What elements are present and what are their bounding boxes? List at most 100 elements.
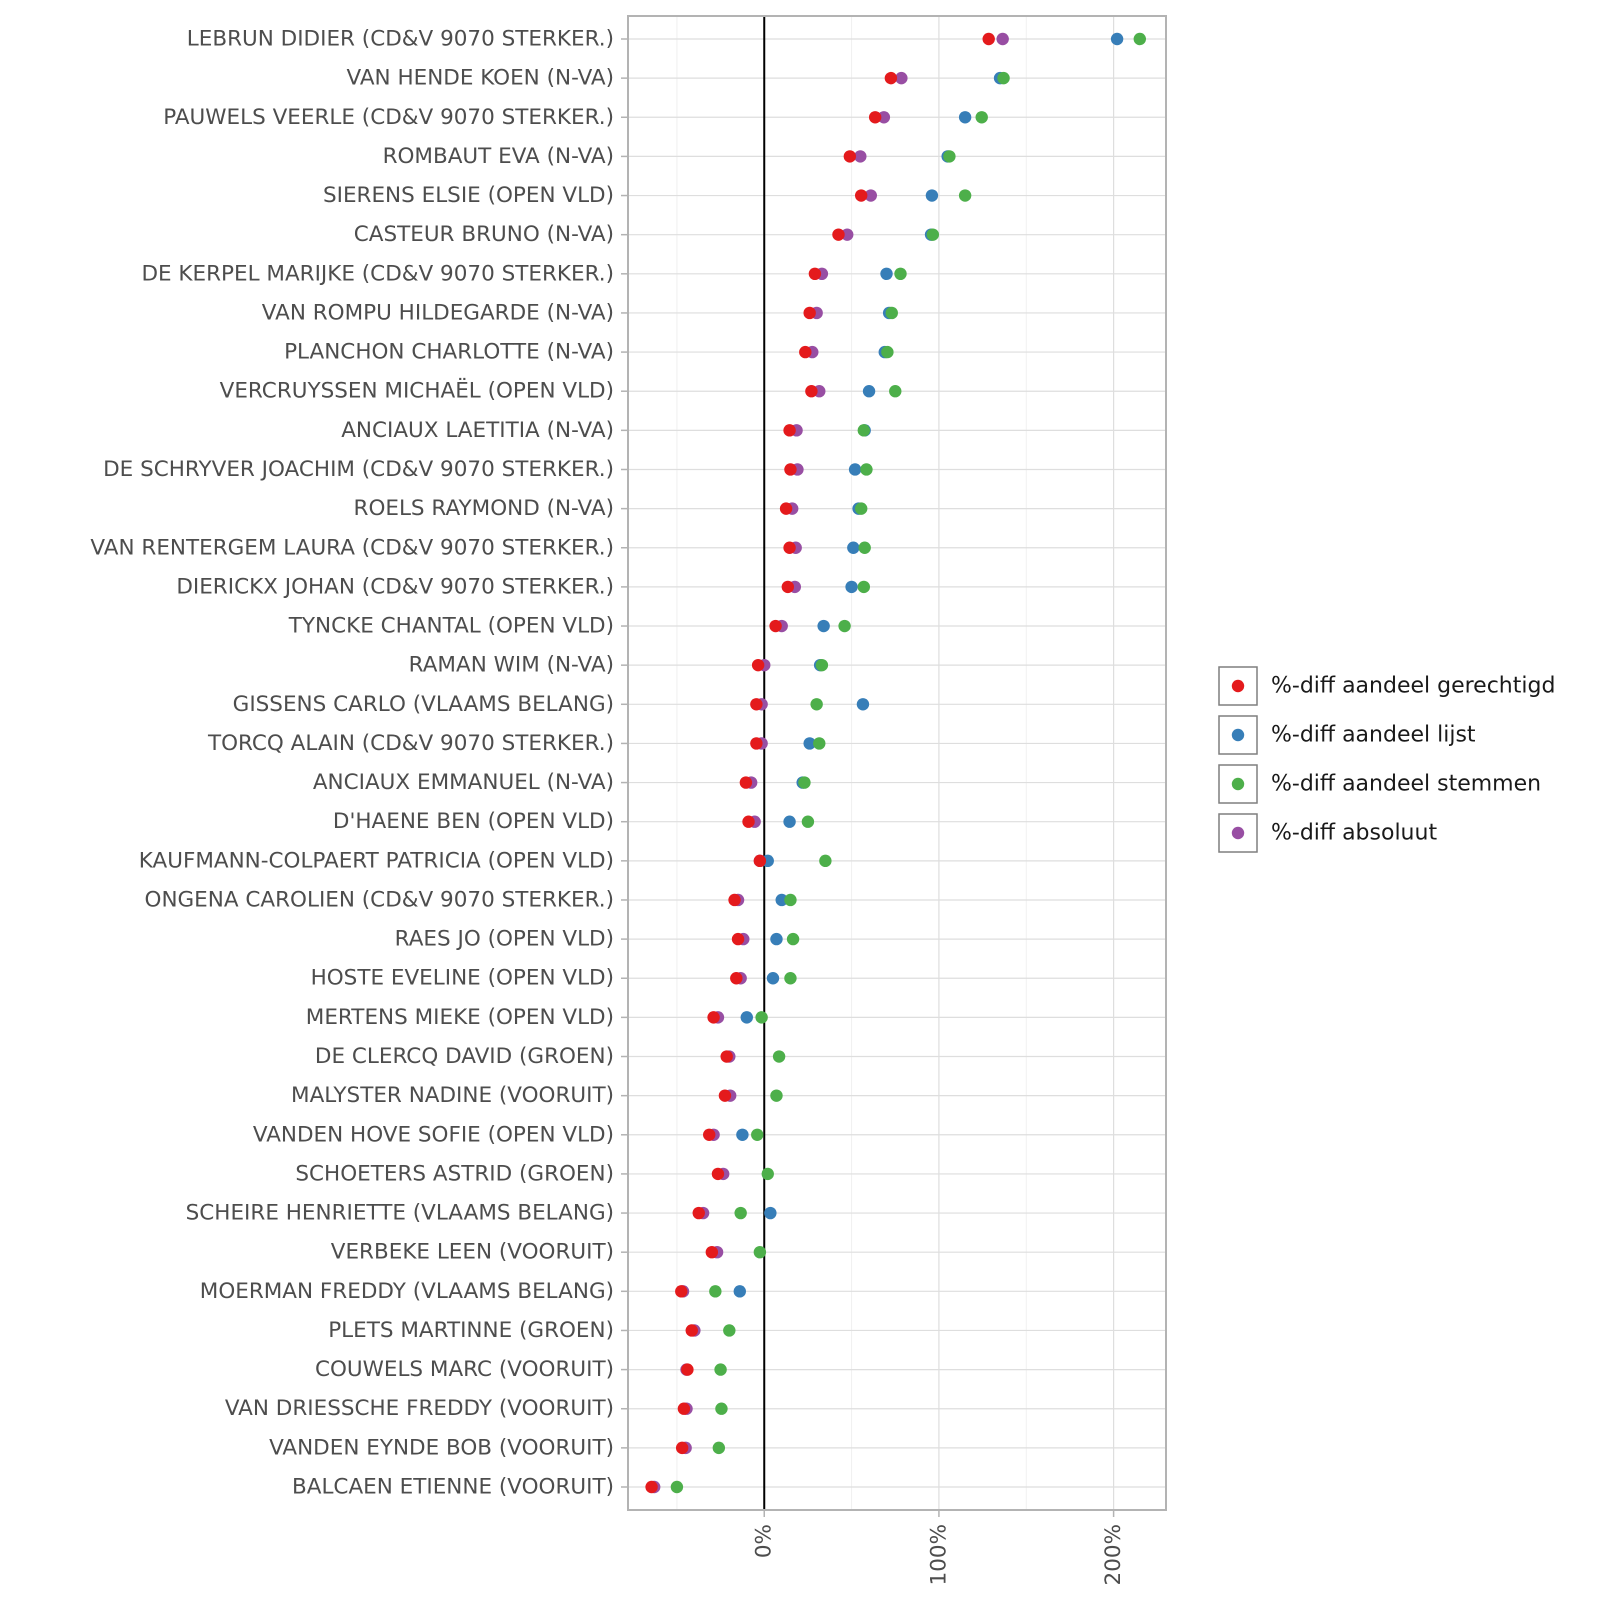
category-label: ROMBAUT EVA (N-VA) — [383, 144, 614, 169]
point-diff-aandeel-gerechtigd — [868, 111, 882, 124]
category-label: PAUWELS VEERLE (CD&V 9070 STERKER.) — [163, 105, 614, 130]
point-diff-aandeel-lijst — [862, 385, 876, 398]
point-diff-aandeel-gerechtigd — [707, 1011, 720, 1024]
legend-label: %-diff aandeel lijst — [1271, 723, 1476, 748]
point-diff-aandeel-stemmen — [885, 306, 898, 320]
category-label: BALCAEN ETIENNE (VOORUIT) — [292, 1475, 614, 1500]
x-ticks — [763, 1510, 1115, 1517]
legend-label: %-diff aandeel stemmen — [1271, 772, 1541, 797]
category-label: CASTEUR BRUNO (N-VA) — [354, 222, 614, 247]
category-label: ROELS RAYMOND (N-VA) — [354, 496, 615, 521]
point-diff-aandeel-gerechtigd — [799, 345, 812, 359]
point-diff-aandeel-gerechtigd — [784, 463, 797, 476]
category-label: ANCIAUX LAETITIA (N-VA) — [341, 418, 614, 443]
legend: %-diff aandeel gerechtigd %-diff aandeel … — [1218, 666, 1555, 853]
point-diff-aandeel-stemmen — [798, 776, 811, 789]
point-diff-aandeel-stemmen — [772, 1050, 786, 1063]
legend-key-point — [1231, 826, 1245, 840]
point-diff-aandeel-gerechtigd — [731, 932, 745, 946]
point-diff-aandeel-gerechtigd — [728, 893, 741, 907]
category-label: DE KERPEL MARIJKE (CD&V 9070 STERKER.) — [141, 261, 614, 286]
point-diff-aandeel-stemmen — [784, 972, 797, 985]
category-label: VAN HENDE KOEN (N-VA) — [346, 66, 614, 91]
point-diff-aandeel-gerechtigd — [753, 854, 767, 868]
x-tick-label: 0% — [752, 1524, 777, 1558]
category-label: VANDEN HOVE SOFIE (OPEN VLD) — [253, 1122, 614, 1147]
point-diff-aandeel-lijst — [845, 580, 858, 594]
legend-key-point — [1231, 679, 1245, 693]
category-label: RAES JO (OPEN VLD) — [395, 927, 614, 952]
point-diff-aandeel-stemmen — [894, 267, 907, 281]
point-diff-aandeel-stemmen — [958, 189, 972, 202]
category-label: D'HAENE BEN (OPEN VLD) — [333, 809, 614, 834]
point-diff-aandeel-lijst — [925, 189, 939, 202]
point-diff-aandeel-lijst — [770, 932, 783, 946]
x-tick-labels: 0% 100% 200% — [752, 1524, 1126, 1585]
category-label: KAUFMANN-COLPAERT PATRICIA (OPEN VLD) — [139, 848, 614, 873]
point-diff-aandeel-gerechtigd — [705, 1245, 719, 1259]
point-diff-aandeel-lijst — [775, 893, 788, 907]
category-label: LEBRUN DIDIER (CD&V 9070 STERKER.) — [187, 27, 614, 52]
category-label: PLANCHON CHARLOTTE (N-VA) — [284, 340, 614, 365]
category-label: TORCQ ALAIN (CD&V 9070 STERKER.) — [207, 731, 614, 756]
point-diff-aandeel-gerechtigd — [783, 424, 796, 437]
point-diff-aandeel-stemmen — [714, 1363, 727, 1376]
point-diff-aandeel-gerechtigd — [720, 1050, 733, 1063]
point-diff-absoluut — [877, 111, 891, 124]
point-diff-aandeel-gerechtigd — [884, 71, 898, 85]
point-diff-aandeel-stemmen — [753, 1245, 767, 1259]
grid-minor — [676, 16, 1027, 1510]
point-diff-aandeel-stemmen — [813, 737, 826, 750]
point-diff-aandeel-lijst — [733, 1285, 746, 1298]
legend-key-point — [1231, 728, 1245, 742]
point-diff-aandeel-lijst — [803, 737, 816, 750]
category-label: VERCRUYSSEN MICHAËL (OPEN VLD) — [220, 378, 614, 404]
point-diff-aandeel-stemmen — [838, 619, 851, 633]
point-diff-aandeel-lijst — [856, 698, 870, 711]
point-diff-aandeel-stemmen — [770, 1089, 783, 1102]
point-diff-absoluut — [996, 32, 1009, 46]
category-label: DE CLERCQ DAVID (GROEN) — [315, 1044, 614, 1069]
category-label: GISSENS CARLO (VLAAMS BELANG) — [233, 692, 614, 717]
legend-label: %-diff aandeel gerechtigd — [1271, 674, 1555, 699]
y-ticks — [621, 38, 628, 1488]
category-label: ONGENA CAROLIEN (CD&V 9070 STERKER.) — [145, 887, 614, 912]
category-label: SCHOETERS ASTRID (GROEN) — [295, 1161, 614, 1186]
category-label: DIERICKX JOHAN (CD&V 9070 STERKER.) — [176, 574, 614, 599]
point-diff-aandeel-stemmen — [926, 228, 940, 241]
point-diff-aandeel-gerechtigd — [751, 658, 765, 672]
point-diff-aandeel-lijst — [817, 619, 830, 633]
category-label: VAN ROMPU HILDEGARDE (N-VA) — [262, 300, 614, 325]
point-diff-aandeel-stemmen — [1133, 32, 1146, 46]
point-diff-aandeel-stemmen — [715, 1402, 728, 1415]
category-label: ANCIAUX EMMANUEL (N-VA) — [313, 770, 614, 795]
point-diff-aandeel-stemmen — [734, 1206, 747, 1220]
point-diff-aandeel-gerechtigd — [675, 1441, 689, 1455]
category-label: MOERMAN FREDDY (VLAAMS BELANG) — [200, 1279, 614, 1304]
category-label: MALYSTER NADINE (VOORUIT) — [291, 1083, 614, 1108]
point-diff-aandeel-lijst — [783, 815, 796, 828]
point-diff-aandeel-gerechtigd — [645, 1480, 658, 1494]
point-diff-aandeel-lijst — [1110, 32, 1124, 46]
x-tick-label: 100% — [926, 1524, 951, 1585]
point-diff-aandeel-lijst — [764, 1206, 777, 1220]
category-label: VANDEN EYNDE BOB (VOORUIT) — [269, 1435, 614, 1460]
point-diff-aandeel-stemmen — [858, 541, 871, 554]
point-diff-aandeel-gerechtigd — [742, 815, 755, 828]
point-diff-aandeel-stemmen — [860, 463, 873, 476]
category-label: VERBEKE LEEN (VOORUIT) — [331, 1240, 614, 1265]
point-diff-aandeel-stemmen — [857, 580, 871, 594]
point-diff-aandeel-gerechtigd — [739, 776, 753, 789]
point-diff-aandeel-stemmen — [751, 1128, 764, 1141]
point-diff-aandeel-gerechtigd — [783, 541, 796, 554]
point-diff-aandeel-gerechtigd — [750, 698, 763, 711]
point-diff-aandeel-gerechtigd — [681, 1363, 694, 1376]
category-label: SIERENS ELSIE (OPEN VLD) — [323, 183, 614, 208]
point-diff-aandeel-stemmen — [670, 1480, 684, 1494]
point-diff-aandeel-stemmen — [712, 1441, 726, 1455]
point-diff-aandeel-gerechtigd — [982, 32, 995, 46]
x-tick-label: 200% — [1101, 1524, 1126, 1585]
point-diff-aandeel-gerechtigd — [779, 502, 793, 515]
